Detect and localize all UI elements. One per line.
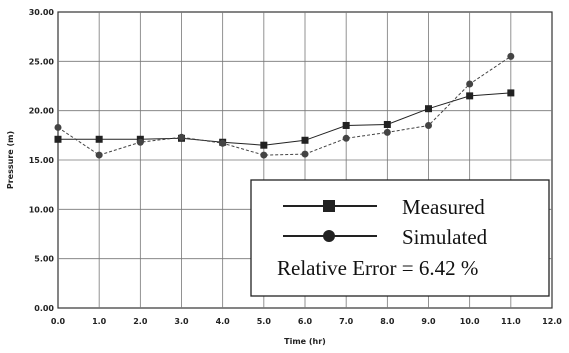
data-point-simulated (219, 139, 227, 147)
legend: Measured Simulated Relative Error = 6.42… (250, 179, 550, 297)
data-point-measured (54, 135, 62, 143)
x-tick-label: 4.0 (216, 317, 231, 326)
data-point-measured (507, 89, 515, 97)
x-tick-label: 9.0 (421, 317, 436, 326)
y-tick-label: 0.00 (34, 304, 54, 313)
data-point-simulated (342, 134, 350, 142)
x-tick-label: 3.0 (174, 317, 189, 326)
x-tick-label: 2.0 (133, 317, 148, 326)
y-tick-label: 30.00 (29, 8, 55, 17)
y-tick-label: 15.00 (29, 156, 55, 165)
x-tick-label: 12.0 (542, 317, 562, 326)
y-axis-title: Pressure (m) (6, 131, 15, 189)
data-point-simulated (178, 133, 185, 141)
data-point-simulated (383, 128, 391, 136)
series-group (54, 52, 515, 159)
data-point-measured (466, 92, 474, 100)
data-point-simulated (507, 52, 515, 60)
data-point-measured (342, 121, 350, 129)
data-point-measured (425, 105, 432, 113)
legend-label-simulated: Simulated (402, 225, 488, 249)
data-point-simulated (136, 138, 144, 146)
data-point-simulated (425, 121, 432, 129)
y-tick-label: 10.00 (29, 205, 55, 214)
legend-marker-measured (323, 200, 335, 212)
legend-marker-simulated (323, 230, 335, 242)
data-point-measured (383, 120, 391, 128)
data-point-simulated (466, 80, 474, 88)
series-line-simulated (57, 55, 512, 156)
legend-box (250, 179, 550, 297)
x-tick-labels: 0.0 1.0 2.0 3.0 4.0 5.0 6.0 7.0 8.0 9.0 10.0 11.0 12… (51, 317, 562, 326)
y-tick-labels: 0.00 5.00 10.00 15.00 20.00 25.00 30.00 (29, 8, 55, 313)
y-tick-label: 25.00 (29, 57, 55, 66)
x-tick-label: 6.0 (298, 317, 313, 326)
x-tick-label: 0.0 (51, 317, 66, 326)
data-point-simulated (95, 151, 103, 159)
x-tick-label: 7.0 (339, 317, 354, 326)
x-tick-label: 1.0 (92, 317, 107, 326)
data-point-measured (301, 136, 309, 144)
legend-label-measured: Measured (402, 195, 485, 219)
x-axis-title: Time (hr) (284, 337, 326, 346)
data-point-simulated (260, 151, 268, 159)
data-point-measured (260, 141, 268, 149)
y-tick-label: 20.00 (29, 107, 55, 116)
x-tick-label: 10.0 (460, 317, 480, 326)
data-point-measured (95, 135, 103, 143)
data-point-simulated (54, 123, 62, 131)
x-tick-label: 8.0 (380, 317, 395, 326)
x-tick-label: 11.0 (501, 317, 521, 326)
y-tick-label: 5.00 (34, 255, 54, 264)
series-line-measured (58, 92, 511, 146)
relative-error-annotation: Relative Error = 6.42 % (277, 256, 478, 280)
x-tick-label: 5.0 (257, 317, 272, 326)
data-point-simulated (301, 150, 309, 158)
